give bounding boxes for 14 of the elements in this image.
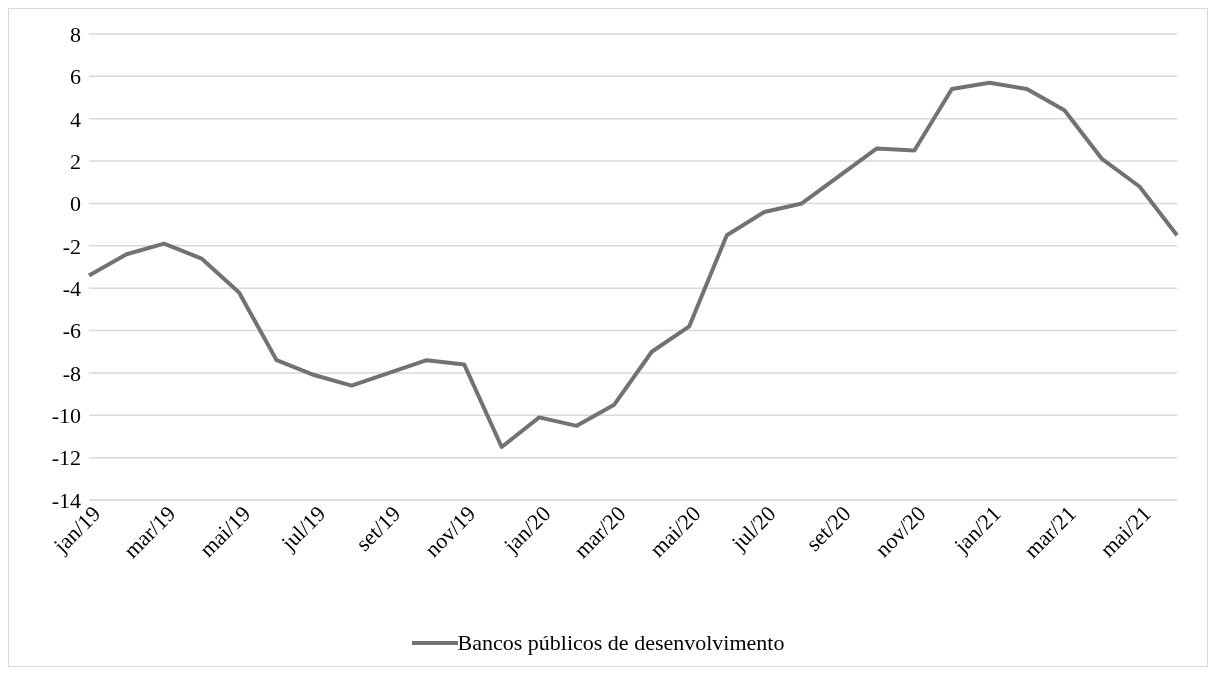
y-tick-label: -4 <box>62 275 81 301</box>
y-tick-label: -8 <box>62 360 81 386</box>
y-tick-label: 2 <box>70 148 81 174</box>
y-tick-label: 0 <box>70 191 81 217</box>
y-tick-label: 8 <box>70 21 81 47</box>
y-tick-label: -12 <box>51 445 81 471</box>
y-tick-label: -10 <box>51 403 81 429</box>
y-tick-label: -2 <box>62 233 81 259</box>
y-tick-label: -6 <box>62 318 81 344</box>
y-tick-label: 6 <box>70 64 81 90</box>
y-tick-label: -14 <box>51 487 81 513</box>
y-tick-label: 4 <box>70 106 81 132</box>
legend-label: Bancos públicos de desenvolvimento <box>457 630 785 656</box>
line-series <box>87 80 1179 450</box>
